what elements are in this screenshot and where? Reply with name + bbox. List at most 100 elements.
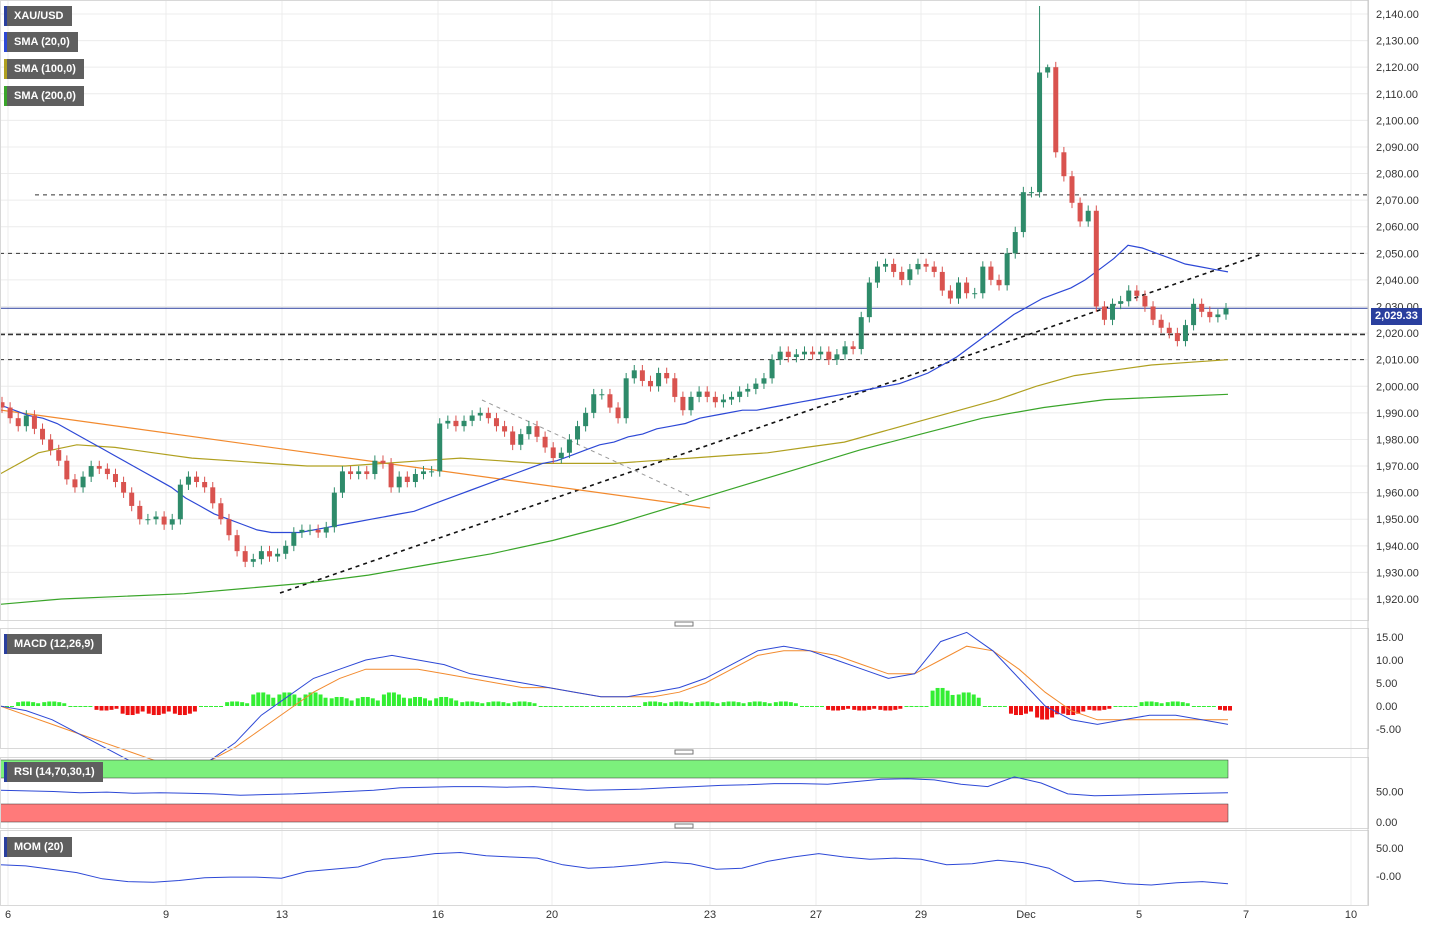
macd-histogram-bar — [135, 706, 140, 714]
macd-histogram-bar — [172, 706, 177, 714]
macd-histogram-bar — [344, 698, 349, 706]
candle-body — [956, 282, 962, 299]
x-tick-label: 27 — [810, 909, 822, 921]
x-tick-label: 5 — [1136, 909, 1142, 921]
macd-histogram-bar — [140, 706, 145, 712]
macd-histogram-bar — [741, 703, 746, 706]
candle-body — [1118, 301, 1124, 304]
candle-body — [510, 431, 516, 445]
macd-histogram-bar — [872, 706, 877, 709]
macd-histogram-bar — [94, 706, 99, 710]
macd-histogram-bar — [893, 706, 898, 710]
momentum-line — [0, 851, 1229, 886]
axes: 2,140.00 2,130.00 2,120.00 2,110.00 2,100.00… — [0, 0, 1419, 921]
macd-histogram-bar — [496, 701, 501, 706]
legend-color-bar — [4, 86, 7, 106]
candle-body — [429, 471, 435, 473]
legend-color-bar — [4, 762, 7, 782]
y-tick-label: 2,110.00 — [1376, 89, 1418, 101]
moving-averages — [0, 244, 1229, 605]
macd-histogram-bar — [590, 706, 595, 707]
macd-histogram-bar — [919, 706, 924, 707]
candle-body — [218, 503, 224, 520]
macd-histogram-bar — [1228, 706, 1232, 711]
candle-body — [810, 351, 816, 355]
macd-histogram-bar — [736, 702, 741, 706]
x-tick-label: 9 — [163, 909, 169, 921]
macd-histogram-bar — [826, 706, 831, 710]
legend-color-bar — [4, 32, 7, 52]
candle-body — [591, 394, 597, 413]
macd-histogram-bar — [318, 694, 323, 706]
x-tick-label: 29 — [915, 909, 927, 921]
legend-sma100[interactable]: SMA (100,0) — [4, 59, 84, 79]
candle-body — [745, 388, 751, 392]
candle-body — [769, 359, 775, 379]
y-tick-label: 2,060.00 — [1376, 222, 1419, 234]
candle-body — [250, 559, 256, 562]
legend-macd[interactable]: MACD (12,26,9) — [4, 634, 103, 654]
macd-histogram-bar — [715, 703, 720, 706]
candle-body — [575, 426, 581, 440]
candle-body — [1191, 303, 1197, 326]
macd-histogram-bar — [360, 696, 365, 706]
candle-body — [469, 415, 475, 421]
macd-histogram-bar — [1144, 701, 1149, 706]
legend-rsi[interactable]: RSI (14,70,30,1) — [4, 762, 103, 782]
legend-mom[interactable]: MOM (20) — [4, 837, 72, 857]
candle-body — [1012, 232, 1018, 254]
momentum-pane — [0, 851, 1229, 886]
candle-body — [477, 412, 483, 416]
x-tick-label: 16 — [432, 909, 444, 921]
macd-histogram-bar — [161, 706, 166, 714]
y-tick-label: 2,090.00 — [1376, 142, 1419, 154]
legend-sma20[interactable]: SMA (20,0) — [4, 32, 78, 52]
macd-histogram-bar — [104, 706, 109, 711]
macd-histogram-bar — [434, 698, 439, 706]
candle-body — [48, 439, 54, 451]
candle-body — [696, 391, 702, 397]
y-tick-label: 1,960.00 — [1376, 488, 1419, 500]
macd-histogram-bar — [256, 692, 261, 706]
candle-body — [623, 378, 629, 419]
candle-body — [266, 551, 272, 557]
macd-histogram-bar — [914, 706, 919, 707]
macd-histogram-bar — [700, 701, 705, 706]
y-tick-label: 2,140.00 — [1376, 9, 1419, 21]
macd-histogram-bar — [156, 706, 161, 716]
candle-body — [161, 516, 167, 525]
macd-histogram-bar — [68, 706, 73, 707]
mom-tick-label: 50.00 — [1376, 843, 1404, 855]
macd-histogram-bar — [930, 690, 935, 706]
legend-xauusd[interactable]: XAU/USD — [4, 6, 72, 26]
macd-histogram-bar — [997, 706, 1002, 707]
candle-body — [1134, 290, 1140, 296]
macd-histogram-bar — [804, 706, 809, 707]
macd-histogram-bar — [674, 701, 679, 706]
macd-histogram-bar — [773, 702, 778, 706]
candle-body — [1020, 192, 1026, 233]
macd-histogram-bar — [303, 694, 308, 706]
x-tick-label: Dec — [1016, 909, 1036, 921]
candle-body — [348, 471, 354, 475]
candle-body — [1077, 202, 1083, 222]
y-tick-label: 1,920.00 — [1376, 594, 1419, 606]
candle-body — [1028, 192, 1034, 194]
legend-sma200[interactable]: SMA (200,0) — [4, 86, 84, 106]
macd-histogram-bar — [622, 706, 627, 707]
macd-histogram-bar — [449, 698, 454, 706]
candle-body — [737, 391, 743, 397]
candle-body — [112, 474, 118, 482]
candle-body — [680, 396, 686, 411]
macd-histogram-bar — [904, 706, 909, 707]
macd-histogram-bar — [454, 700, 459, 706]
macd-histogram-bar — [1118, 706, 1123, 707]
candle-body — [647, 380, 653, 387]
macd-histogram-bar — [475, 702, 480, 706]
candle-body — [299, 529, 305, 533]
macd-histogram-bar — [62, 703, 67, 706]
macd-histogram-bar — [610, 706, 615, 707]
candle-body — [437, 423, 443, 472]
candle-body — [615, 407, 621, 419]
